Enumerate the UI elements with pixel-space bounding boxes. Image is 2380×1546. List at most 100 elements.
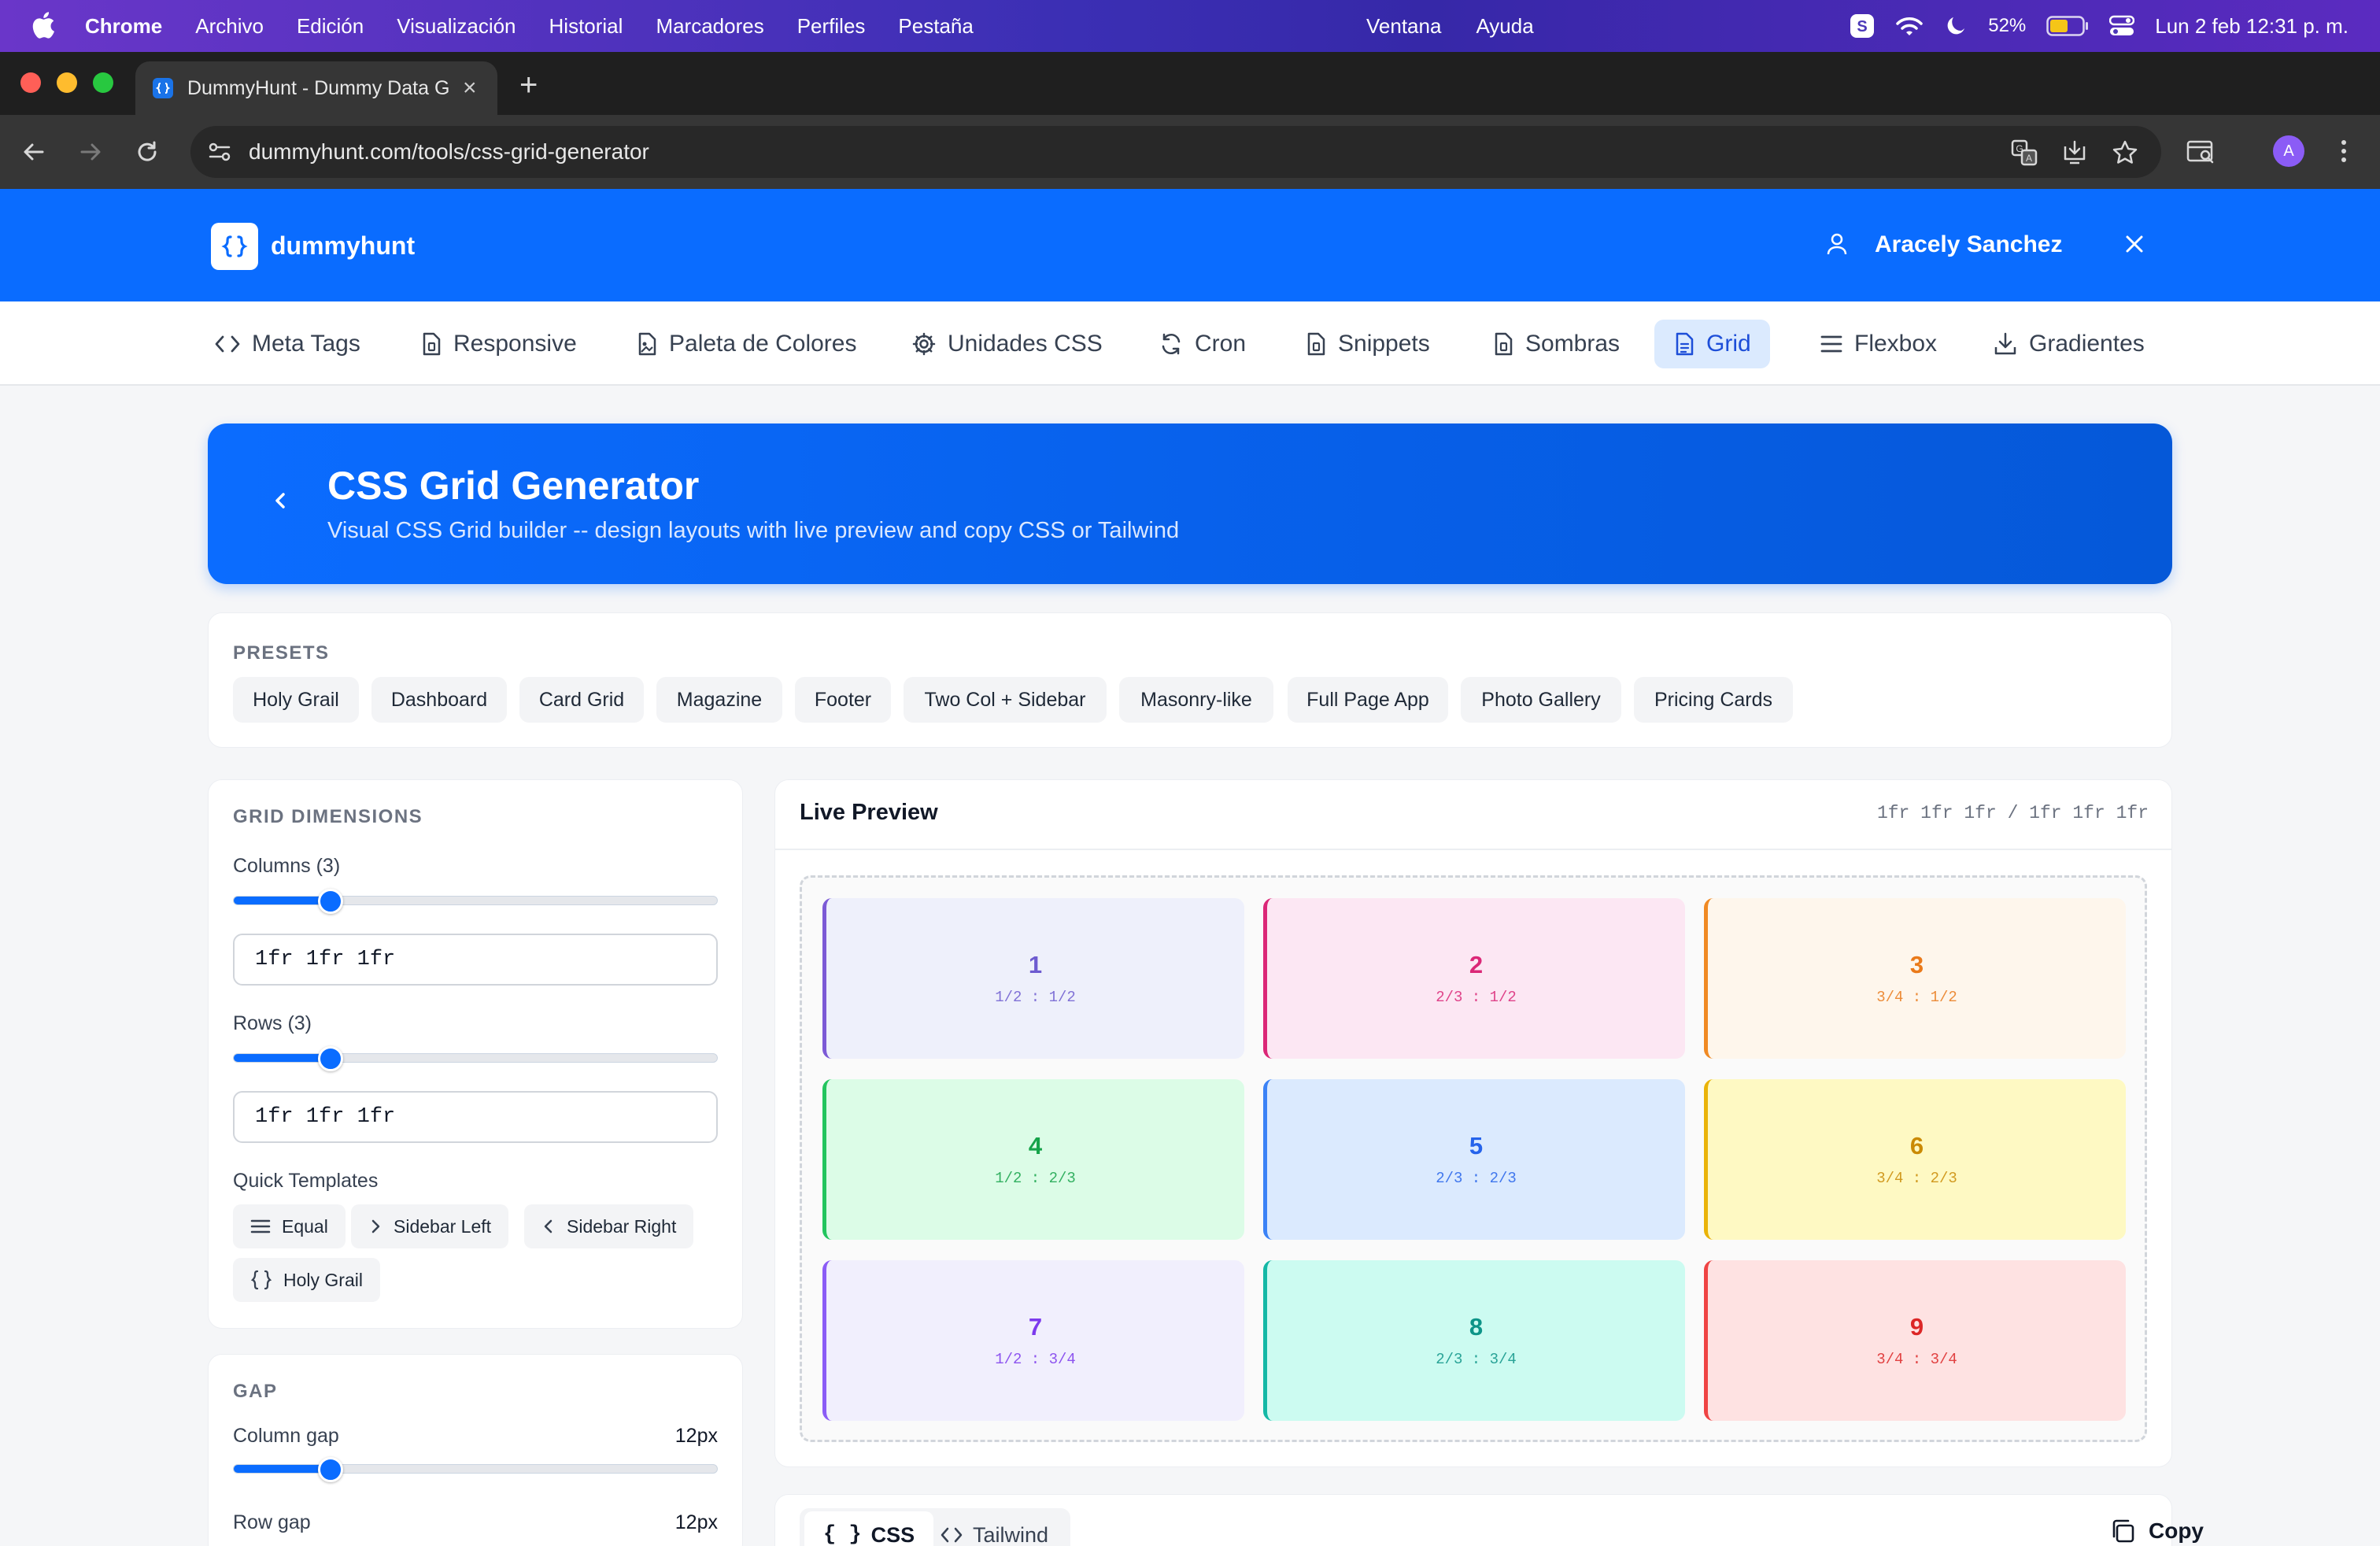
grid-template-summary: 1fr 1fr 1fr / 1fr 1fr 1fr — [1876, 803, 2149, 823]
gap-label: GAP — [233, 1381, 278, 1402]
window-minimize-button[interactable] — [57, 72, 77, 93]
forward-arrow-icon[interactable] — [77, 139, 104, 165]
columns-slider-fill — [234, 897, 331, 904]
moon-icon[interactable] — [1944, 14, 1968, 38]
menu-app-name[interactable]: Chrome — [85, 13, 163, 38]
column-gap-slider-handle[interactable] — [317, 1457, 343, 1482]
tab-tailwind[interactable]: Tailwind — [921, 1511, 1067, 1546]
grid-cell[interactable]: 9 3/4 : 3/4 — [1704, 1260, 2126, 1421]
menu-edicion[interactable]: Edición — [296, 13, 364, 38]
grid-cell[interactable]: 3 3/4 : 1/2 — [1704, 898, 2126, 1059]
back-chevron-icon[interactable] — [271, 488, 290, 513]
column-gap-slider[interactable] — [233, 1457, 718, 1482]
menu-ayuda[interactable]: Ayuda — [1476, 13, 1534, 38]
menu-ventana[interactable]: Ventana — [1366, 13, 1442, 38]
cell-number: 6 — [1909, 1132, 1924, 1160]
copy-button[interactable]: Copy — [2109, 1518, 2204, 1544]
nav-item-unidades-css[interactable]: Unidades CSS — [893, 320, 1122, 368]
columns-template-input[interactable]: 1fr 1fr 1fr — [233, 934, 718, 986]
header-close-icon[interactable] — [2122, 231, 2147, 257]
window-zoom-button[interactable] — [93, 72, 113, 93]
skype-status-icon[interactable]: S — [1850, 13, 1875, 39]
tab-close-icon[interactable]: × — [463, 75, 477, 101]
grid-cell[interactable]: 8 2/3 : 3/4 — [1263, 1260, 1685, 1421]
columns-slider-handle[interactable] — [317, 889, 343, 914]
preset-masonry-like[interactable]: Masonry-like — [1119, 677, 1273, 723]
quick-template-equal[interactable]: Equal — [233, 1204, 346, 1248]
quick-template-holy-grail[interactable]: Holy Grail — [233, 1258, 380, 1302]
wifi-icon[interactable] — [1895, 15, 1924, 37]
nav-item-flexbox[interactable]: Flexbox — [1801, 320, 1956, 368]
nav-item-cron[interactable]: Cron — [1140, 320, 1265, 368]
cell-number: 5 — [1469, 1132, 1484, 1160]
brand-logo-icon[interactable] — [211, 223, 258, 270]
braces-icon — [250, 1270, 272, 1290]
user-name[interactable]: Aracely Sanchez — [1875, 231, 2063, 257]
install-app-icon[interactable] — [2060, 139, 2089, 167]
chevron-left-icon — [544, 1219, 552, 1233]
profile-avatar[interactable]: A — [2273, 135, 2304, 167]
menu-perfiles[interactable]: Perfiles — [796, 13, 866, 38]
brand-name[interactable]: dummyhunt — [271, 231, 416, 260]
grid-cell[interactable]: 5 2/3 : 2/3 — [1263, 1079, 1685, 1240]
nav-item-paleta-de-colores[interactable]: Paleta de Colores — [617, 320, 875, 368]
more-menu-icon[interactable] — [2339, 137, 2349, 165]
preset-full-page-app[interactable]: Full Page App — [1288, 677, 1448, 723]
row-gap-value: 12px — [674, 1511, 718, 1533]
reload-icon[interactable] — [134, 139, 161, 165]
download-icon — [1994, 332, 2016, 355]
bookmark-star-icon[interactable] — [2111, 139, 2139, 167]
grid-cell[interactable]: 1 1/2 : 1/2 — [822, 898, 1244, 1059]
browser-tab-active[interactable]: DummyHunt - Dummy Data G × — [135, 61, 497, 115]
rows-slider-handle[interactable] — [317, 1046, 343, 1071]
quick-template-sidebar-left[interactable]: Sidebar Left — [351, 1204, 509, 1248]
file-icon — [1307, 332, 1325, 356]
menu-marcadores[interactable]: Marcadores — [656, 13, 764, 38]
preset-pricing-cards[interactable]: Pricing Cards — [1634, 677, 1793, 723]
apple-logo-icon[interactable] — [31, 11, 55, 39]
preset-two-col-sidebar[interactable]: Two Col + Sidebar — [904, 677, 1107, 723]
nav-item-grid[interactable]: Grid — [1654, 320, 1770, 368]
site-info-icon[interactable] — [206, 139, 233, 165]
nav-item-sombras[interactable]: Sombras — [1473, 320, 1639, 368]
preset-magazine[interactable]: Magazine — [656, 677, 782, 723]
menu-historial[interactable]: Historial — [549, 13, 623, 38]
rows-label: Rows (3) — [233, 1012, 312, 1034]
quick-template-sidebar-right[interactable]: Sidebar Right — [524, 1204, 694, 1248]
nav-item-gradientes[interactable]: Gradientes — [1974, 320, 2164, 368]
preset-card-grid[interactable]: Card Grid — [519, 677, 644, 723]
site-header — [0, 189, 2380, 301]
menu-clock[interactable]: Lun 2 feb 12:31 p. m. — [2155, 13, 2349, 38]
columns-slider[interactable] — [233, 889, 718, 914]
window-close-button[interactable] — [20, 72, 41, 93]
rows-template-input[interactable]: 1fr 1fr 1fr — [233, 1091, 718, 1143]
menu-archivo[interactable]: Archivo — [195, 13, 264, 38]
nav-item-snippets[interactable]: Snippets — [1286, 320, 1449, 368]
back-arrow-icon[interactable] — [20, 139, 47, 165]
tab-search-icon[interactable] — [2186, 139, 2216, 165]
menu-lines-icon — [1820, 335, 1842, 353]
new-tab-icon[interactable]: + — [519, 68, 538, 102]
address-bar[interactable]: dummyhunt.com/tools/css-grid-generator G… — [190, 126, 2161, 178]
control-center-icon[interactable] — [2109, 15, 2135, 37]
preset-dashboard[interactable]: Dashboard — [371, 677, 507, 723]
grid-cell[interactable]: 4 1/2 : 2/3 — [822, 1079, 1244, 1240]
battery-icon[interactable] — [2046, 16, 2089, 36]
cell-number: 2 — [1469, 951, 1484, 978]
grid-cell[interactable]: 7 1/2 : 3/4 — [822, 1260, 1244, 1421]
rows-slider[interactable] — [233, 1046, 718, 1071]
menu-visualizacion[interactable]: Visualización — [397, 13, 516, 38]
tab-css[interactable]: { } CSS — [804, 1511, 934, 1546]
preset-holy-grail[interactable]: Holy Grail — [233, 677, 359, 723]
menu-pestana[interactable]: Pestaña — [898, 13, 974, 38]
quick-template-label: Sidebar Left — [394, 1215, 492, 1237]
preset-footer[interactable]: Footer — [795, 677, 891, 723]
preset-photo-gallery[interactable]: Photo Gallery — [1461, 677, 1621, 723]
nav-item-responsive[interactable]: Responsive — [401, 320, 596, 368]
address-url[interactable]: dummyhunt.com/tools/css-grid-generator — [249, 139, 649, 164]
grid-cell[interactable]: 6 3/4 : 2/3 — [1704, 1079, 2126, 1240]
grid-cell[interactable]: 2 2/3 : 1/2 — [1263, 898, 1685, 1059]
presets-label: PRESETS — [233, 642, 330, 664]
nav-item-meta-tags[interactable]: Meta Tags — [195, 320, 379, 368]
